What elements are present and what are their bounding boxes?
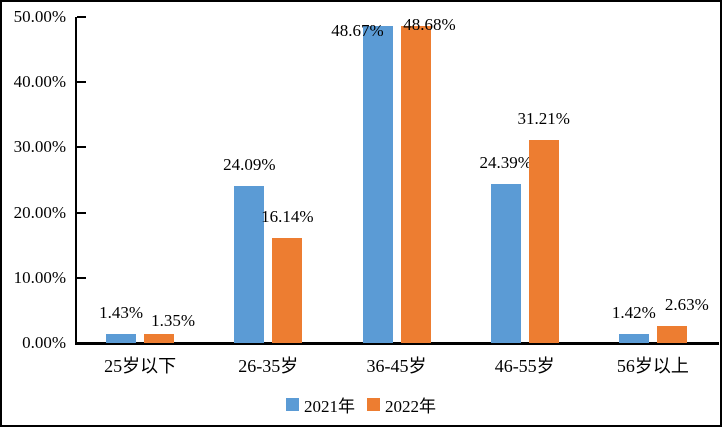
bar-2021年-36-45岁 [362, 25, 393, 343]
legend-item-2022: 2022年 [367, 392, 436, 417]
legend-swatch-2021-icon [286, 398, 299, 411]
data-label-2022年-46-55岁: 31.21% [517, 108, 570, 128]
data-label-2021年-26-35岁: 24.09% [223, 154, 276, 174]
y-axis-tick [77, 81, 86, 84]
data-label-2022年-25岁以下: 1.35% [151, 311, 196, 331]
bar-2022年-46-55岁 [528, 139, 559, 343]
y-axis-tick-label: 30.00% [13, 137, 66, 157]
bar-2022年-25岁以下 [144, 334, 175, 343]
y-axis-tick [77, 16, 86, 18]
x-axis-category-label: 36-45岁 [366, 356, 427, 376]
x-axis-category-label: 46-55岁 [494, 356, 555, 376]
y-axis-tick-label: 20.00% [13, 202, 66, 222]
y-axis-tick-label: 0.00% [22, 333, 66, 352]
y-axis-tick [77, 146, 86, 149]
legend-label-2022: 2022年 [385, 397, 436, 416]
data-label-2022年-56岁以上: 2.63% [664, 294, 709, 314]
bar-2022年-26-35岁 [272, 237, 303, 343]
y-axis-tick-label: 10.00% [13, 267, 66, 287]
bar-2021年-46-55岁 [490, 183, 521, 343]
data-label-2021年-56岁以上: 1.42% [611, 302, 656, 322]
data-label-2022年-36-45岁: 48.68% [403, 14, 456, 34]
legend-swatch-2022-icon [367, 398, 380, 411]
legend-label-2021: 2021年 [304, 397, 355, 416]
y-axis-tick [77, 342, 86, 344]
bar-2021年-25岁以下 [106, 333, 137, 343]
data-label-2022年-26-35岁: 16.14% [261, 206, 314, 226]
legend: 2021年 2022年 [2, 392, 720, 417]
legend-item-2021: 2021年 [286, 392, 355, 417]
x-axis-category-label: 26-35岁 [238, 356, 299, 376]
x-axis-line [75, 342, 719, 345]
bar-2022年-36-45岁 [400, 25, 431, 343]
data-label-2021年-36-45岁: 48.67% [331, 20, 384, 40]
y-axis-tick-label: 40.00% [13, 72, 66, 92]
bar-2021年-26-35岁 [234, 185, 265, 343]
y-axis-line [75, 17, 77, 345]
y-axis-tick [77, 276, 86, 279]
x-axis-category-label: 25岁以下 [104, 356, 177, 376]
y-axis-tick-label: 50.00% [13, 7, 66, 26]
bar-2021年-56岁以上 [618, 333, 649, 343]
data-label-2021年-25岁以下: 1.43% [99, 302, 144, 322]
data-label-2021年-46-55岁: 24.39% [479, 152, 532, 172]
y-axis-tick [77, 211, 86, 214]
bar-2022年-56岁以上 [656, 325, 687, 343]
x-axis-category-label: 56岁以上 [616, 356, 689, 376]
